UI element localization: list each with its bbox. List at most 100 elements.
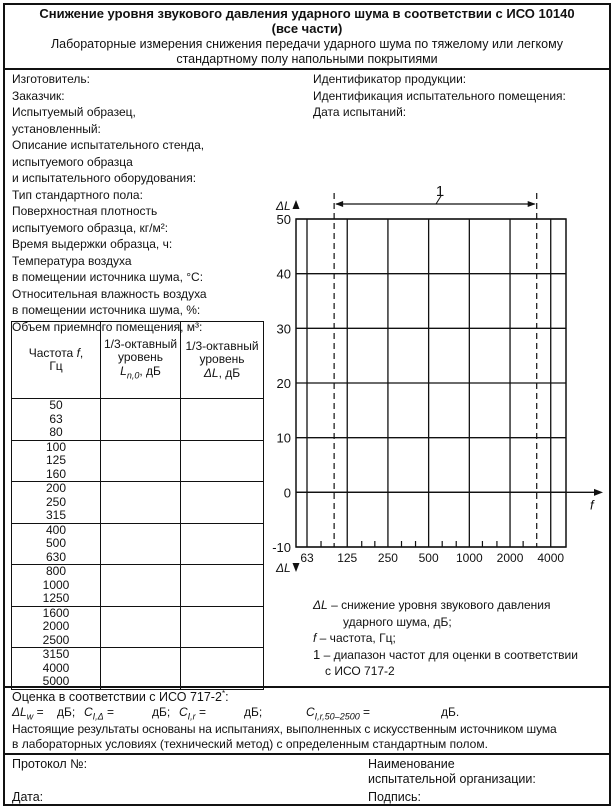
frequency-value: 1000 — [42, 577, 70, 592]
field-label: Идентификатор продукции: — [313, 72, 467, 86]
form-subtitle: Лабораторные измерения снижения передачи… — [50, 37, 564, 51]
organization-label-2: испытательной организации: — [368, 772, 536, 786]
delta-l-input-cell[interactable] — [180, 647, 264, 690]
frequency-cell: 3150 4000 5000 — [11, 647, 101, 690]
frequency-value: 200 — [45, 481, 67, 495]
frequency-value: 125 — [45, 453, 67, 467]
form-border — [3, 3, 611, 806]
legend-item: 1 – диапазон частот для оценки в соответ… — [313, 646, 578, 662]
organization-label: Наименование — [368, 757, 455, 771]
y-tick-label: 10 — [277, 431, 291, 446]
frequency-value: 100 — [45, 439, 67, 454]
frequency-value: 315 — [45, 508, 67, 522]
x-axis-label: f — [590, 497, 595, 512]
frequency-cell: 400 500 630 — [11, 522, 101, 565]
form-subtitle-line2: стандартному полу напольными покрытиями — [176, 52, 438, 66]
left-fields: Изготовитель: Заказчик: Испытуемый образец… — [12, 71, 207, 335]
field-label: Относительная влажность воздуха — [12, 286, 207, 301]
ln0-input-cell[interactable] — [100, 481, 181, 524]
frequency-value: 3150 — [42, 647, 70, 661]
legend-item-cont: с ИСО 717-2 — [325, 664, 395, 678]
field-label: в помещении источника шума, °C: — [12, 270, 204, 284]
field-label: испытуемого образца, кг/м²: — [12, 220, 169, 235]
y-tick-label: 20 — [277, 376, 291, 391]
ln0-input-cell[interactable] — [100, 605, 181, 648]
delta-l-input-cell[interactable] — [180, 481, 264, 524]
y-axis-arrow-up-icon — [292, 200, 300, 209]
field-label: в помещении источника шума, %: — [12, 303, 201, 317]
table-row: 1600 2000 2500 — [11, 605, 264, 648]
header-ln0: 1/3-октавный уровень Ln,0, дБ — [100, 321, 181, 399]
x-tick-label: 250 — [378, 551, 398, 565]
right-fields: Идентификатор продукции: Идентификация ис… — [313, 71, 566, 121]
x-tick-label: 125 — [337, 551, 357, 565]
header-frequency: Частота f, Гц — [11, 321, 101, 399]
field-label: Заказчик: — [12, 88, 65, 103]
frequency-value: 250 — [45, 494, 67, 509]
frequency-value: 2000 — [42, 619, 70, 633]
x-tick-label: 63 — [300, 551, 314, 565]
frequency-value: 1600 — [42, 605, 70, 620]
field-label: испытуемого образца — [12, 154, 133, 169]
date-label: Дата: — [12, 790, 44, 804]
frequency-value: 50 — [49, 398, 63, 412]
frequency-value: 5000 — [42, 674, 70, 688]
field-label: Поверхностная плотность — [12, 204, 158, 218]
frequency-value: 4000 — [42, 660, 70, 675]
frequency-value: 630 — [45, 549, 67, 564]
divider — [3, 68, 611, 70]
frequency-cell: 1600 2000 2500 — [11, 605, 101, 648]
delta-l-chart: 50 40 30 20 10 0 -10 63 125 250 500 1000 2000 4000 1 f Δ… — [272, 183, 603, 575]
table-row: 3150 4000 5000 — [11, 647, 264, 690]
x-tick-label: 2000 — [497, 551, 524, 565]
field-label: Испытуемый образец, — [12, 105, 136, 119]
field-label: установленный: — [12, 121, 101, 136]
ln0-input-cell[interactable] — [100, 398, 181, 441]
y-axis-label-bottom: ΔL — [275, 561, 291, 575]
divider — [3, 753, 611, 755]
frequency-value: 1250 — [42, 591, 70, 605]
y-tick-label: 50 — [277, 212, 291, 227]
leader-line — [435, 195, 442, 205]
field-label: Температура воздуха — [12, 253, 132, 268]
table-row: 100 125 160 — [11, 439, 264, 482]
y-tick-label: 40 — [277, 267, 291, 282]
form-title-line2: (все части) — [271, 21, 343, 36]
y-tick-label: -10 — [272, 540, 291, 555]
frequency-value: 63 — [49, 411, 63, 426]
y-axis-arrow-down-icon — [292, 563, 300, 572]
frequency-value: 400 — [45, 522, 67, 537]
field-label: Тип стандартного пола: — [12, 187, 143, 202]
ln0-input-cell[interactable] — [100, 522, 181, 565]
form-title: Снижение уровня звукового давления ударн… — [39, 6, 575, 21]
evaluation-note-2: в лабораторных условиях (технический мет… — [12, 737, 488, 751]
evaluation-heading: Оценка в соответствии с ИСО 717-2*: — [12, 689, 229, 705]
frequency-value: 160 — [45, 466, 67, 481]
frequency-cell: 100 125 160 — [11, 439, 101, 482]
legend-item: ΔL – снижение уровня звукового давления — [313, 598, 551, 612]
field-label: Изготовитель: — [12, 72, 90, 86]
evaluation-note: Настоящие результаты основаны на испытан… — [12, 722, 557, 736]
x-tick-label: 1000 — [456, 551, 483, 565]
header-delta-l: 1/3-октавный уровень ΔL, дБ — [180, 321, 264, 399]
x-tick-label: 4000 — [537, 551, 564, 565]
legend-item: f – частота, Гц; — [313, 631, 396, 645]
evaluation-range-label: 1 — [436, 183, 444, 200]
frequency-value: 800 — [45, 564, 67, 578]
protocol-number-label: Протокол №: — [12, 757, 88, 771]
signature-label: Подпись: — [368, 790, 421, 804]
frequency-value: 500 — [45, 536, 67, 550]
delta-l-input-cell[interactable] — [180, 605, 264, 648]
frequency-table: Частота f, Гц 1/3-октавный уровень Ln,0, дБ… — [11, 321, 264, 690]
field-label: и испытательного оборудования: — [12, 171, 197, 185]
y-axis-label: ΔL — [275, 199, 291, 213]
ln0-input-cell[interactable] — [100, 647, 181, 690]
x-tick-label: 500 — [419, 551, 439, 565]
field-label: Дата испытаний: — [313, 105, 407, 119]
delta-l-input-cell[interactable] — [180, 439, 264, 482]
evaluation-values: ΔLw = дБ; CI,Δ = дБ; CI,r = дБ; CI,r,50–… — [12, 705, 460, 722]
field-label: Время выдержки образца, ч: — [12, 237, 173, 251]
frequency-value: 80 — [49, 425, 63, 439]
field-label: Идентификация испытательного помещения: — [313, 88, 566, 103]
